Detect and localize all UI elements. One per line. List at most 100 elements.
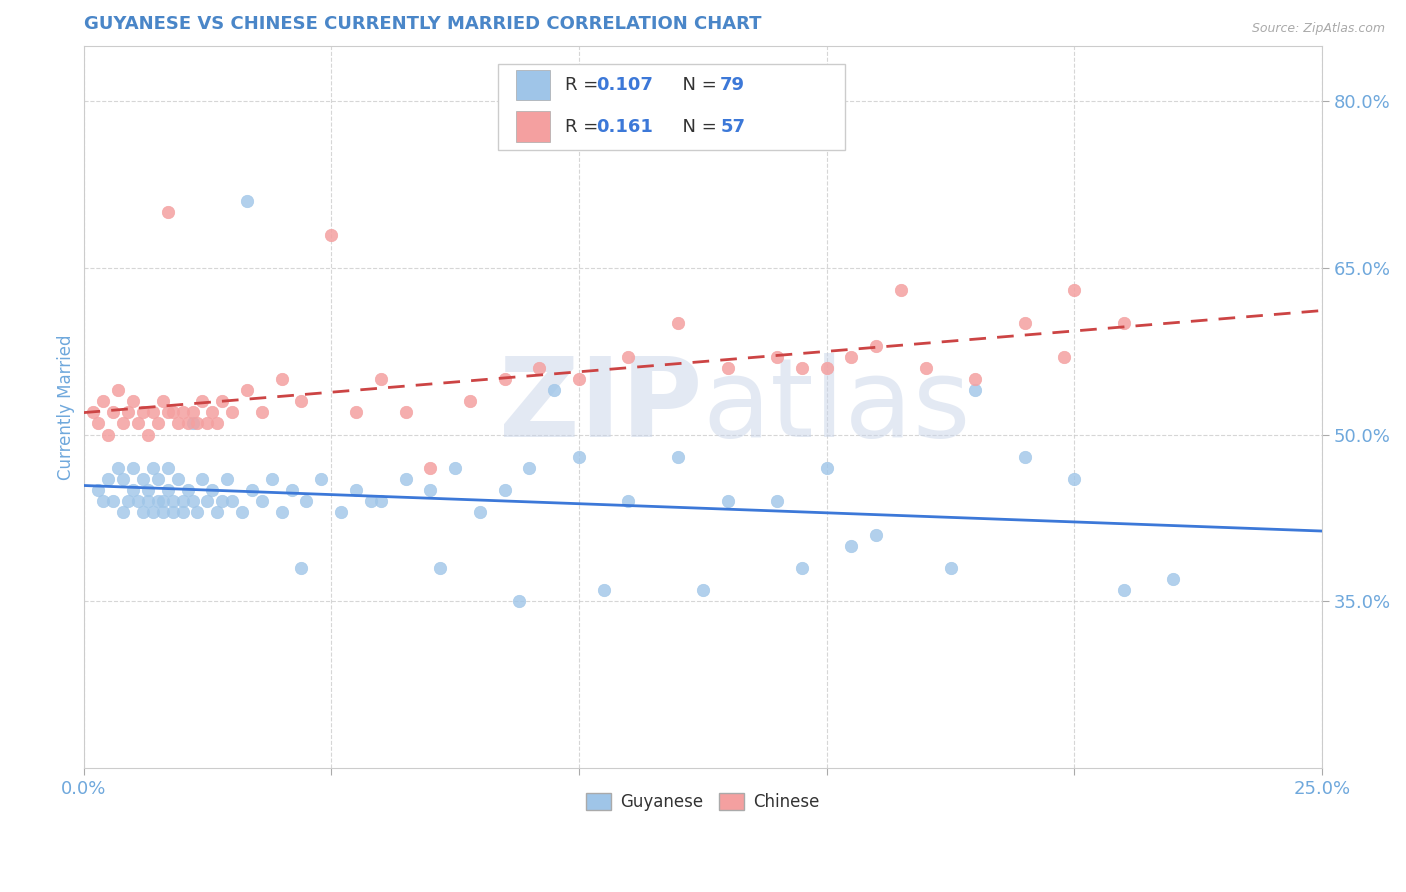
Point [494, 483, 516, 497]
Point [1014, 317, 1036, 331]
Point [370, 372, 392, 386]
Point [914, 360, 936, 375]
Point [172, 505, 194, 519]
Point [494, 372, 516, 386]
Text: N =: N = [671, 118, 723, 136]
Point [87, 417, 110, 431]
Point [568, 372, 591, 386]
Point [666, 450, 689, 464]
Point [260, 472, 283, 486]
Point [1163, 572, 1185, 586]
Point [103, 494, 125, 508]
Point [236, 383, 259, 397]
Point [1112, 317, 1135, 331]
Point [107, 383, 129, 397]
Point [692, 583, 714, 598]
Point [221, 494, 243, 508]
Point [181, 494, 204, 508]
Text: Source: ZipAtlas.com: Source: ZipAtlas.com [1251, 22, 1385, 36]
Point [568, 450, 591, 464]
Point [142, 505, 165, 519]
Point [841, 539, 863, 553]
Point [181, 405, 204, 419]
Point [290, 394, 312, 409]
Point [295, 494, 318, 508]
Point [716, 360, 738, 375]
Point [201, 483, 224, 497]
Point [127, 417, 149, 431]
Point [117, 494, 139, 508]
Point [82, 405, 104, 419]
Point [112, 472, 135, 486]
Text: 57: 57 [720, 118, 745, 136]
Point [1053, 350, 1076, 364]
Point [172, 494, 194, 508]
Text: 0.107: 0.107 [596, 76, 654, 94]
Point [132, 505, 155, 519]
Point [103, 405, 125, 419]
Point [87, 483, 110, 497]
Point [1063, 472, 1085, 486]
Point [519, 461, 541, 475]
Point [152, 505, 174, 519]
Point [240, 483, 263, 497]
Point [419, 461, 441, 475]
Point [444, 461, 467, 475]
Point [370, 494, 392, 508]
Point [156, 461, 179, 475]
Point [136, 494, 159, 508]
Point [146, 494, 169, 508]
Text: R =: R = [565, 76, 610, 94]
Point [1112, 583, 1135, 598]
Point [201, 405, 224, 419]
Point [592, 583, 614, 598]
Y-axis label: Currently Married: Currently Married [58, 334, 75, 480]
Text: ZIP: ZIP [499, 353, 703, 460]
Point [1014, 450, 1036, 464]
Point [330, 505, 353, 519]
Point [360, 494, 382, 508]
Point [217, 472, 239, 486]
Point [211, 394, 233, 409]
Point [815, 360, 838, 375]
Point [186, 417, 208, 431]
Point [146, 472, 169, 486]
Point [195, 417, 218, 431]
Point [122, 461, 145, 475]
Point [939, 561, 962, 575]
Point [468, 505, 491, 519]
Text: N =: N = [671, 76, 723, 94]
Point [181, 417, 204, 431]
FancyBboxPatch shape [499, 63, 845, 151]
Point [107, 461, 129, 475]
Point [112, 417, 135, 431]
Point [166, 417, 188, 431]
Point [815, 461, 838, 475]
Text: 79: 79 [720, 76, 745, 94]
Point [142, 461, 165, 475]
Point [344, 483, 367, 497]
Point [162, 505, 184, 519]
Point [965, 372, 987, 386]
Point [270, 372, 292, 386]
Point [162, 494, 184, 508]
Point [142, 405, 165, 419]
Point [865, 339, 887, 353]
Legend: Guyanese, Chinese: Guyanese, Chinese [579, 786, 825, 817]
Point [321, 227, 343, 242]
Point [112, 505, 135, 519]
Point [117, 405, 139, 419]
Point [211, 494, 233, 508]
Point [666, 317, 689, 331]
Point [152, 394, 174, 409]
Text: R =: R = [565, 118, 610, 136]
Point [766, 350, 789, 364]
Bar [516, 112, 550, 142]
Point [207, 417, 229, 431]
Point [311, 472, 333, 486]
Point [543, 383, 565, 397]
Point [766, 494, 789, 508]
Point [156, 205, 179, 219]
Point [97, 427, 120, 442]
Point [841, 350, 863, 364]
